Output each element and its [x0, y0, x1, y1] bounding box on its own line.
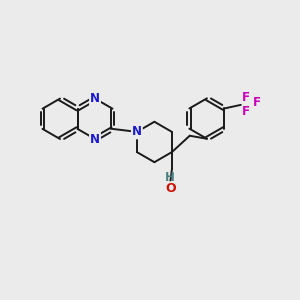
Text: N: N	[132, 125, 142, 138]
Text: F: F	[242, 91, 250, 104]
Text: F: F	[253, 96, 261, 109]
Text: H: H	[165, 171, 175, 184]
Text: N: N	[90, 133, 100, 146]
Text: F: F	[242, 105, 250, 118]
Text: N: N	[90, 92, 100, 105]
Text: O: O	[165, 182, 176, 195]
